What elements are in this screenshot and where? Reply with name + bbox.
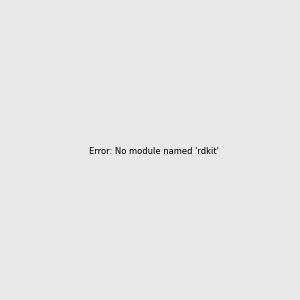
Text: Error: No module named 'rdkit': Error: No module named 'rdkit' <box>89 147 219 156</box>
